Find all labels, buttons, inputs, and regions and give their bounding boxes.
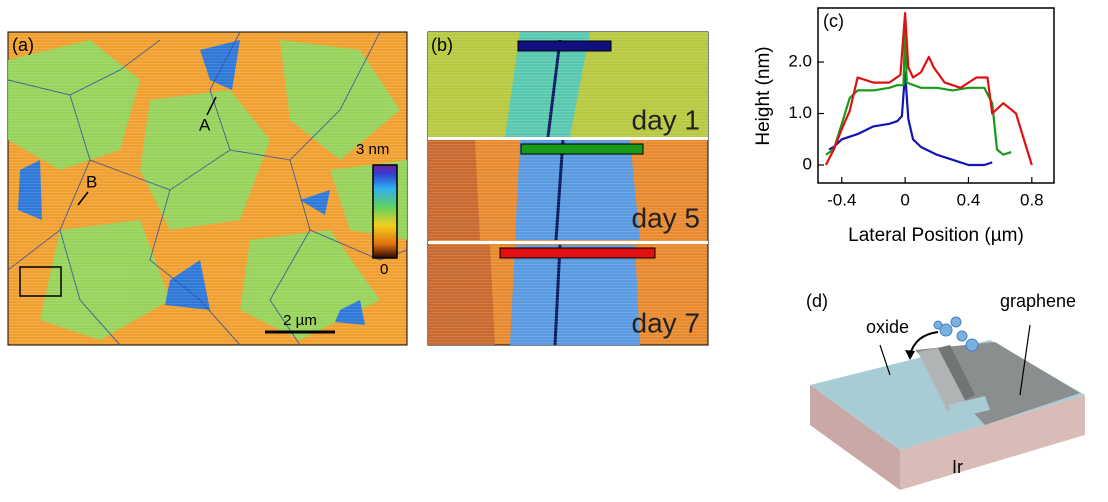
marker-label: A (199, 115, 211, 134)
profile-bar (520, 143, 644, 155)
graphene-label: graphene (1000, 291, 1076, 311)
panel-d: (d) oxide graphene Ir (806, 291, 1085, 490)
x-tick-label: -0.4 (827, 190, 856, 209)
profile-line (824, 12, 1033, 166)
colorbar-max: 3 nm (356, 141, 389, 158)
scan-lines (8, 32, 407, 345)
panel-label: (a) (12, 35, 34, 55)
y-tick-label: 2.0 (788, 52, 812, 71)
y-tick-label: 0 (803, 154, 812, 173)
scale-label: 2 µm (283, 312, 317, 329)
profile-bar (499, 247, 656, 259)
profile-bar (517, 40, 612, 52)
marker-label: B (86, 172, 97, 191)
day-label: day 1 (632, 104, 701, 135)
x-tick-label: 0.8 (1020, 190, 1044, 209)
panel-a: (a) A B 3 nm 0 2 µm (7, 31, 408, 346)
arrow-b (77, 191, 89, 206)
substrate-label: Ir (952, 457, 963, 477)
box-marker (19, 266, 62, 297)
arrow-a (206, 96, 217, 116)
oxide-label: oxide (866, 317, 909, 337)
panel-b: (b) day 1 day 5 day 7 (427, 31, 709, 346)
x-axis-label: Lateral Position (µm) (848, 225, 1024, 246)
x-tick-label: 0.4 (957, 190, 981, 209)
y-axis-label: Height (nm) (753, 46, 774, 145)
day-label: day 7 (632, 307, 701, 338)
profile-line (828, 71, 993, 167)
panel-label: (b) (431, 35, 453, 55)
panel-c: (c) Lateral Position (µm) Height (nm) 0 1… (753, 7, 1055, 246)
y-tick-label: 1.0 (788, 103, 812, 122)
x-tick-label: 0 (900, 190, 909, 209)
day-label: day 5 (632, 202, 701, 233)
panel-label: (c) (823, 11, 844, 31)
panel-label: (d) (806, 291, 828, 311)
colorbar (372, 164, 398, 259)
colorbar-min: 0 (380, 261, 388, 278)
